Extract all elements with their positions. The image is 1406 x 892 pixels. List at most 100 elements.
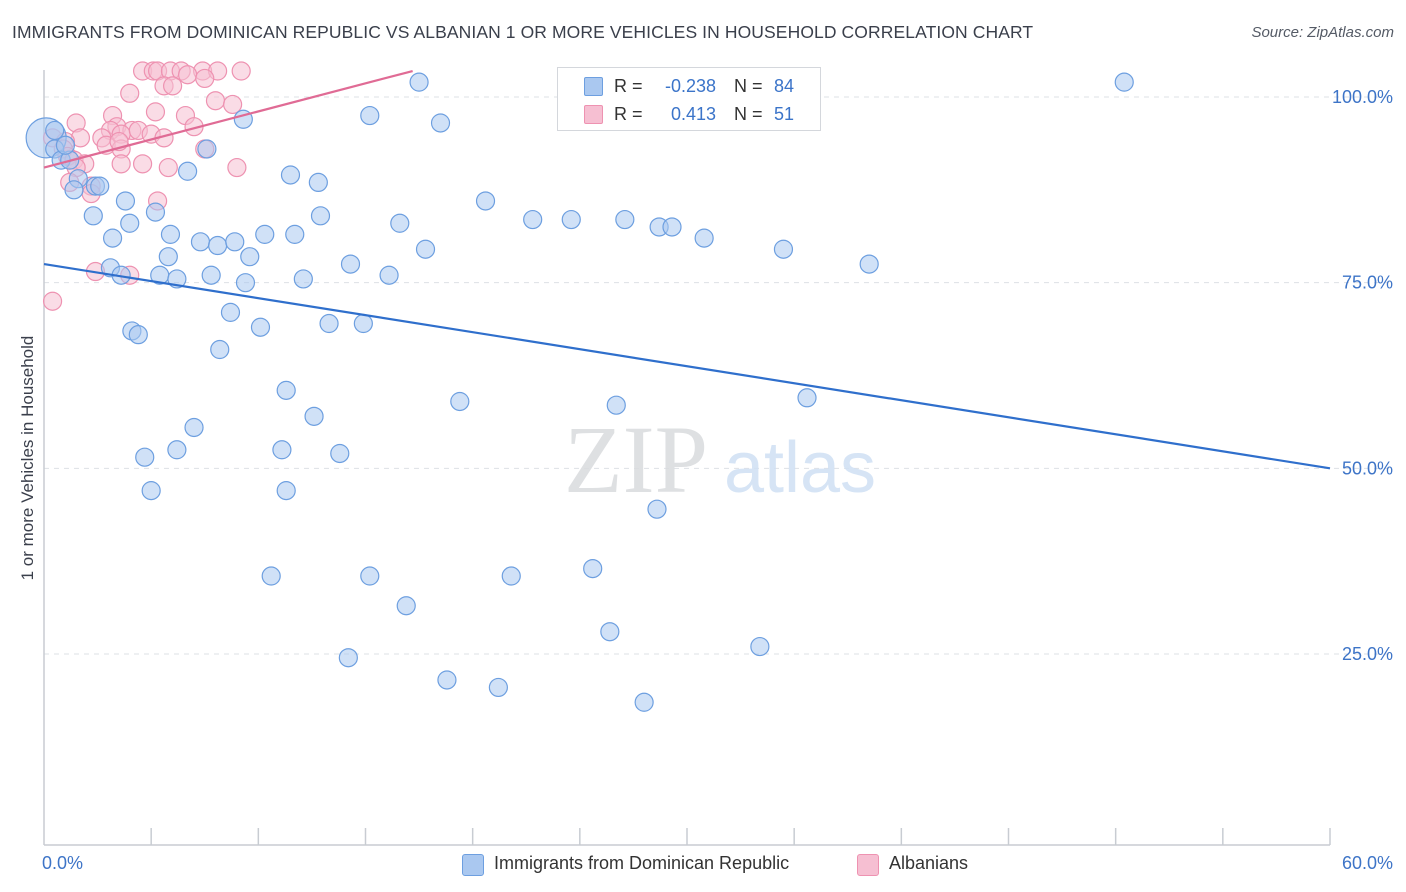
dominican-point bbox=[319, 313, 339, 334]
trend-line-albanians bbox=[43, 69, 413, 169]
dominican-point bbox=[160, 224, 181, 244]
dominican-point bbox=[501, 566, 521, 586]
dominican-point bbox=[304, 406, 324, 426]
source-label: Source: ZipAtlas.com bbox=[1251, 24, 1394, 41]
legend-n-value: 84 bbox=[774, 76, 795, 96]
albanian-point bbox=[223, 94, 243, 115]
dominican-point bbox=[750, 636, 770, 657]
dominican-point bbox=[1114, 72, 1134, 92]
dominican-point bbox=[330, 443, 350, 464]
dominican-point bbox=[210, 339, 230, 360]
dominican-point bbox=[450, 391, 470, 412]
dominican-point bbox=[859, 254, 879, 274]
dominican-point bbox=[190, 232, 211, 252]
stats-legend: R = -0.238 N = 84 R = 0.413 N = 51 bbox=[557, 67, 821, 131]
dominican-point bbox=[45, 120, 65, 141]
dominican-point bbox=[141, 481, 161, 501]
dominican-point bbox=[293, 269, 313, 289]
dominican-point bbox=[225, 232, 245, 252]
albanian-point bbox=[120, 83, 140, 103]
grid-lines bbox=[44, 96, 1390, 655]
legend-swatch-pink bbox=[857, 854, 879, 876]
dominican-point bbox=[561, 209, 581, 230]
albanian-point bbox=[111, 154, 131, 174]
albanian-point bbox=[158, 157, 178, 178]
watermark-zip: ZIP bbox=[564, 406, 708, 513]
dominican-point bbox=[634, 692, 654, 712]
dominican-point bbox=[128, 325, 148, 345]
y-tick-labels: 25.0% 50.0% 75.0% 100.0% bbox=[1332, 87, 1393, 664]
y-tick-label: 50.0% bbox=[1342, 458, 1393, 478]
dominican-point bbox=[184, 417, 204, 438]
legend-r-value: -0.238 bbox=[664, 76, 716, 96]
dominican-point bbox=[64, 180, 84, 200]
dominican-point bbox=[396, 596, 416, 616]
dominican-point bbox=[340, 254, 361, 274]
dominican-point bbox=[523, 209, 543, 230]
dominican-point bbox=[197, 139, 217, 159]
dominican-point bbox=[437, 670, 457, 690]
dominican-point bbox=[208, 235, 228, 256]
watermark: ZIP atlas bbox=[564, 406, 876, 513]
trend-lines bbox=[43, 69, 1331, 470]
dominican-point bbox=[235, 273, 256, 293]
dominican-point bbox=[255, 224, 275, 244]
dominican-point bbox=[83, 206, 103, 226]
albanian-point bbox=[132, 154, 153, 174]
dominican-point bbox=[600, 622, 620, 642]
dominican-point bbox=[120, 213, 140, 233]
dominican-point bbox=[488, 677, 508, 698]
dominican-point bbox=[201, 265, 221, 285]
dominican-point bbox=[55, 135, 76, 155]
dominican-point bbox=[240, 247, 260, 267]
dominican-point bbox=[360, 566, 380, 586]
y-tick-label: 75.0% bbox=[1342, 273, 1393, 293]
trend-line-dominican bbox=[43, 263, 1331, 470]
dominican-point bbox=[409, 72, 429, 92]
legend-swatch-blue bbox=[462, 854, 484, 876]
dominican-point bbox=[276, 380, 296, 400]
legend-r-label: R = bbox=[614, 104, 643, 124]
dominican-point bbox=[285, 224, 305, 244]
legend-swatch-blue bbox=[584, 77, 603, 96]
albanian-point bbox=[178, 65, 198, 85]
dominican-point bbox=[220, 302, 241, 322]
legend-swatch-pink bbox=[584, 105, 603, 124]
dominican-point bbox=[338, 648, 358, 668]
x-ticks bbox=[150, 828, 1331, 845]
albanian-point bbox=[231, 61, 251, 81]
dominican-point bbox=[272, 440, 292, 460]
dominican-point bbox=[583, 558, 603, 579]
dominican-point bbox=[308, 172, 328, 193]
legend-row-albanians: R = 0.413 N = 51 bbox=[558, 100, 820, 128]
legend-n-value: 51 bbox=[774, 104, 795, 124]
x-tick-labels: 0.0% 60.0% bbox=[42, 853, 1393, 873]
dominican-point bbox=[145, 202, 166, 222]
dominican-point bbox=[430, 113, 451, 133]
dominican-point bbox=[310, 206, 331, 226]
dominican-point bbox=[360, 105, 380, 126]
dominican-point bbox=[135, 447, 155, 467]
dominican-point bbox=[390, 213, 410, 233]
dominican-point bbox=[178, 161, 198, 181]
y-tick-label: 100.0% bbox=[1332, 87, 1393, 107]
dominican-point bbox=[280, 165, 301, 185]
chart-title: IMMIGRANTS FROM DOMINICAN REPUBLIC VS AL… bbox=[12, 22, 1034, 42]
dominican-point bbox=[694, 228, 714, 248]
dominican-point bbox=[415, 239, 436, 259]
albanian-point bbox=[42, 291, 63, 311]
watermark-atlas: atlas bbox=[724, 428, 876, 508]
legend-label-dominican: Immigrants from Dominican Republic bbox=[494, 853, 790, 873]
legend-n-label: N = bbox=[734, 104, 763, 124]
x-tick-label: 60.0% bbox=[1342, 853, 1393, 873]
x-tick-label: 0.0% bbox=[42, 853, 83, 873]
dominican-point bbox=[773, 239, 794, 259]
legend-label-albanians: Albanians bbox=[889, 853, 969, 873]
dominican-point bbox=[353, 313, 373, 334]
y-tick-label: 25.0% bbox=[1342, 644, 1393, 664]
dominican-point bbox=[647, 499, 667, 519]
dominican-point bbox=[90, 176, 110, 196]
albanian-point bbox=[195, 68, 215, 89]
dominican-point bbox=[115, 191, 136, 211]
